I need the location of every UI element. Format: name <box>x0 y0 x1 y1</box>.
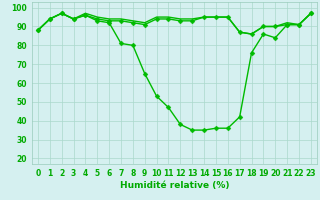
X-axis label: Humidité relative (%): Humidité relative (%) <box>120 181 229 190</box>
